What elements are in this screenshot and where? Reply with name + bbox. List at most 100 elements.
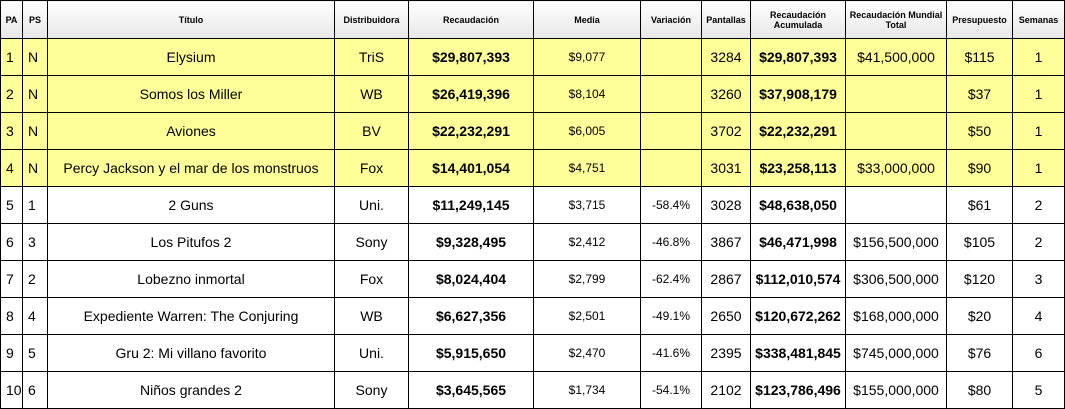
cell-variacion (640, 149, 702, 187)
cell-mundial (845, 112, 947, 150)
cell-titulo: Percy Jackson y el mar de los monstruos (47, 149, 335, 187)
cell-titulo: Somos los Miller (47, 75, 335, 113)
cell-media: $9,077 (533, 38, 641, 76)
cell-titulo: Expediente Warren: The Conjuring (47, 297, 335, 335)
cell-recaudacion: $14,401,054 (408, 149, 534, 187)
cell-semanas: 4 (1012, 297, 1065, 335)
cell-variacion: -41.6% (640, 334, 702, 372)
cell-titulo: 2 Guns (47, 186, 335, 224)
cell-media: $1,734 (533, 371, 641, 409)
cell-pa: 8 (0, 297, 23, 335)
header-pa: PA (0, 0, 23, 39)
cell-presupuesto: $76 (946, 334, 1013, 372)
table-row: 8 4 Expediente Warren: The Conjuring WB $6,6… (0, 297, 1065, 335)
table-row: 10 6 Niños grandes 2 Sony $3,645,565 $1,734 -5… (0, 371, 1065, 409)
cell-ps: 3 (22, 223, 48, 261)
cell-titulo: Elysium (47, 38, 335, 76)
cell-pantallas: 3028 (701, 186, 751, 224)
table-row: 4 N Percy Jackson y el mar de los monstruo… (0, 149, 1065, 187)
cell-mundial: $745,000,000 (845, 334, 947, 372)
header-ps: PS (22, 0, 48, 39)
cell-presupuesto: $37 (946, 75, 1013, 113)
cell-semanas: 1 (1012, 38, 1065, 76)
cell-ps: N (22, 38, 48, 76)
cell-variacion: -58.4% (640, 186, 702, 224)
cell-mundial: $155,000,000 (845, 371, 947, 409)
cell-distribuidora: Uni. (334, 334, 409, 372)
cell-semanas: 6 (1012, 334, 1065, 372)
cell-acumulada: $338,481,845 (750, 334, 846, 372)
cell-acumulada: $112,010,574 (750, 260, 846, 298)
cell-titulo: Los Pitufos 2 (47, 223, 335, 261)
table-row: 6 3 Los Pitufos 2 Sony $9,328,495 $2,412 -46.8… (0, 223, 1065, 261)
cell-titulo: Lobezno inmortal (47, 260, 335, 298)
cell-presupuesto: $20 (946, 297, 1013, 335)
cell-mundial: $156,500,000 (845, 223, 947, 261)
cell-semanas: 2 (1012, 186, 1065, 224)
cell-acumulada: $29,807,393 (750, 38, 846, 76)
cell-presupuesto: $90 (946, 149, 1013, 187)
cell-presupuesto: $120 (946, 260, 1013, 298)
cell-variacion (640, 112, 702, 150)
cell-pa: 4 (0, 149, 23, 187)
cell-variacion: -62.4% (640, 260, 702, 298)
cell-pa: 3 (0, 112, 23, 150)
cell-semanas: 1 (1012, 112, 1065, 150)
cell-pa: 2 (0, 75, 23, 113)
table-row: 7 2 Lobezno inmortal Fox $8,024,404 $2,799 -62… (0, 260, 1065, 298)
cell-mundial: $41,500,000 (845, 38, 947, 76)
header-mundial: Recaudación Mundial Total (845, 0, 947, 39)
cell-media: $4,751 (533, 149, 641, 187)
header-semanas: Semanas (1012, 0, 1065, 39)
cell-recaudacion: $6,627,356 (408, 297, 534, 335)
table-body: 1 N Elysium TriS $29,807,393 $9,077 3284 $29,80… (0, 38, 1065, 409)
cell-recaudacion: $9,328,495 (408, 223, 534, 261)
cell-distribuidora: Fox (334, 149, 409, 187)
cell-media: $3,715 (533, 186, 641, 224)
cell-acumulada: $37,908,179 (750, 75, 846, 113)
table-row: 9 5 Gru 2: Mi villano favorito Uni. $5,915,6… (0, 334, 1065, 372)
cell-presupuesto: $105 (946, 223, 1013, 261)
cell-mundial: $168,000,000 (845, 297, 947, 335)
cell-presupuesto: $50 (946, 112, 1013, 150)
table-row: 3 N Aviones BV $22,232,291 $6,005 3702 $22,232,… (0, 112, 1065, 150)
cell-distribuidora: BV (334, 112, 409, 150)
cell-distribuidora: Sony (334, 223, 409, 261)
cell-semanas: 5 (1012, 371, 1065, 409)
cell-ps: N (22, 149, 48, 187)
cell-distribuidora: Sony (334, 371, 409, 409)
cell-variacion (640, 75, 702, 113)
cell-pantallas: 3702 (701, 112, 751, 150)
cell-acumulada: $120,672,262 (750, 297, 846, 335)
cell-presupuesto: $80 (946, 371, 1013, 409)
cell-pa: 7 (0, 260, 23, 298)
cell-pantallas: 2867 (701, 260, 751, 298)
cell-mundial: $306,500,000 (845, 260, 947, 298)
cell-pa: 5 (0, 186, 23, 224)
cell-mundial: $33,000,000 (845, 149, 947, 187)
cell-acumulada: $123,786,496 (750, 371, 846, 409)
cell-recaudacion: $22,232,291 (408, 112, 534, 150)
header-presupuesto: Presupuesto (946, 0, 1013, 39)
table-row: 1 N Elysium TriS $29,807,393 $9,077 3284 $29,80… (0, 38, 1065, 76)
cell-semanas: 1 (1012, 149, 1065, 187)
header-variacion: Variación (640, 0, 702, 39)
cell-media: $2,501 (533, 297, 641, 335)
cell-variacion: -54.1% (640, 371, 702, 409)
cell-ps: 4 (22, 297, 48, 335)
cell-variacion: -49.1% (640, 297, 702, 335)
cell-pantallas: 3867 (701, 223, 751, 261)
cell-acumulada: $22,232,291 (750, 112, 846, 150)
cell-mundial (845, 75, 947, 113)
cell-ps: N (22, 112, 48, 150)
cell-recaudacion: $29,807,393 (408, 38, 534, 76)
cell-distribuidora: Uni. (334, 186, 409, 224)
cell-pantallas: 2395 (701, 334, 751, 372)
cell-media: $6,005 (533, 112, 641, 150)
header-recaudacion: Recaudación (408, 0, 534, 39)
cell-acumulada: $48,638,050 (750, 186, 846, 224)
cell-semanas: 3 (1012, 260, 1065, 298)
cell-distribuidora: TriS (334, 38, 409, 76)
header-media: Media (533, 0, 641, 39)
